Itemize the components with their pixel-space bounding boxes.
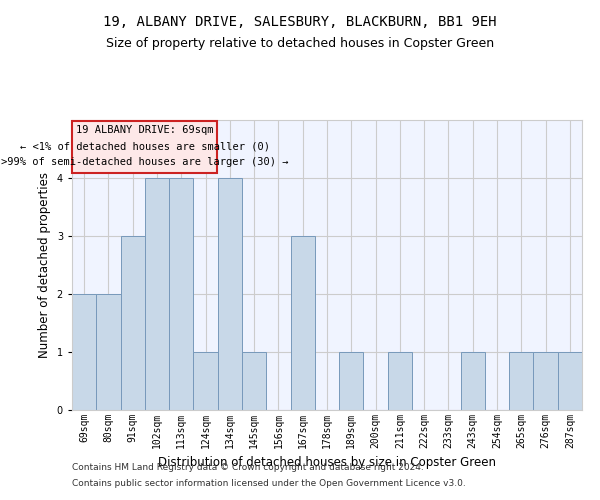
Y-axis label: Number of detached properties: Number of detached properties <box>38 172 51 358</box>
FancyBboxPatch shape <box>73 121 217 174</box>
Bar <box>145 178 169 410</box>
Bar <box>218 178 242 410</box>
Bar <box>388 352 412 410</box>
Bar <box>558 352 582 410</box>
Text: 19 ALBANY DRIVE: 69sqm: 19 ALBANY DRIVE: 69sqm <box>76 125 214 135</box>
Bar <box>242 352 266 410</box>
Bar <box>509 352 533 410</box>
Bar <box>339 352 364 410</box>
Bar <box>169 178 193 410</box>
Bar <box>72 294 96 410</box>
Text: 19, ALBANY DRIVE, SALESBURY, BLACKBURN, BB1 9EH: 19, ALBANY DRIVE, SALESBURY, BLACKBURN, … <box>103 15 497 29</box>
Text: Size of property relative to detached houses in Copster Green: Size of property relative to detached ho… <box>106 38 494 51</box>
Text: >99% of semi-detached houses are larger (30) →: >99% of semi-detached houses are larger … <box>1 158 289 168</box>
X-axis label: Distribution of detached houses by size in Copster Green: Distribution of detached houses by size … <box>158 456 496 469</box>
Text: Contains public sector information licensed under the Open Government Licence v3: Contains public sector information licen… <box>72 478 466 488</box>
Bar <box>121 236 145 410</box>
Bar <box>193 352 218 410</box>
Bar <box>290 236 315 410</box>
Bar <box>461 352 485 410</box>
Bar <box>533 352 558 410</box>
Text: Contains HM Land Registry data © Crown copyright and database right 2024.: Contains HM Land Registry data © Crown c… <box>72 464 424 472</box>
Bar <box>96 294 121 410</box>
Text: ← <1% of detached houses are smaller (0): ← <1% of detached houses are smaller (0) <box>20 141 270 151</box>
